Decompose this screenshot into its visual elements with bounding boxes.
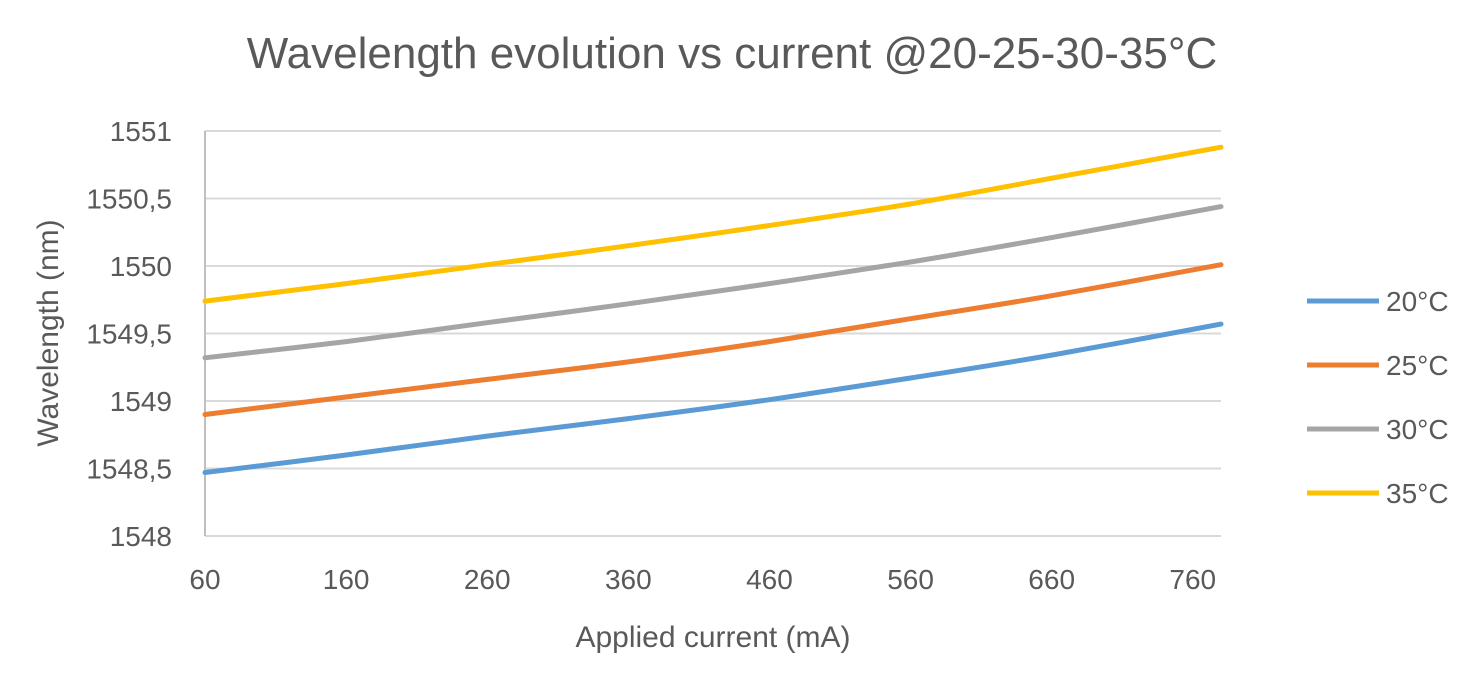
legend-label-3: 35°C <box>1386 478 1449 509</box>
series-lines <box>202 144 1224 475</box>
x-tick-label: 60 <box>189 564 220 595</box>
legend-label-2: 30°C <box>1386 414 1449 445</box>
series-line-0 <box>202 321 1224 475</box>
x-tick-label: 560 <box>887 564 934 595</box>
y-tick-label: 1548 <box>110 521 172 552</box>
x-tick-labels: 60 160 260 360 460 560 660 760 <box>189 564 1216 595</box>
chart-title: Wavelength evolution vs current @20-25-3… <box>247 29 1217 78</box>
y-tick-label: 1550 <box>110 251 172 282</box>
series-line-1 <box>202 262 1224 417</box>
legend-label-0: 20°C <box>1386 286 1449 317</box>
series-line-3 <box>202 144 1224 304</box>
y-tick-label: 1548,5 <box>86 454 172 485</box>
x-tick-label: 760 <box>1169 564 1216 595</box>
x-tick-label: 360 <box>605 564 652 595</box>
series-line-2 <box>202 204 1224 361</box>
x-tick-label: 660 <box>1028 564 1075 595</box>
y-tick-label: 1549,5 <box>86 319 172 350</box>
y-tick-labels: 1548 1548,5 1549 1549,5 1550 1550,5 1551 <box>86 116 172 552</box>
x-tick-label: 160 <box>323 564 370 595</box>
x-tick-label: 460 <box>746 564 793 595</box>
y-tick-label: 1550,5 <box>86 184 172 215</box>
y-tick-label: 1549 <box>110 386 172 417</box>
legend: 20°C 25°C 30°C 35°C <box>1307 286 1449 509</box>
x-tick-label: 260 <box>464 564 511 595</box>
y-axis-title: Wavelength (nm) <box>32 219 65 446</box>
gridlines <box>204 130 1221 537</box>
x-axis-title: Applied current (mA) <box>575 621 850 654</box>
legend-label-1: 25°C <box>1386 350 1449 381</box>
y-tick-label: 1551 <box>110 116 172 147</box>
